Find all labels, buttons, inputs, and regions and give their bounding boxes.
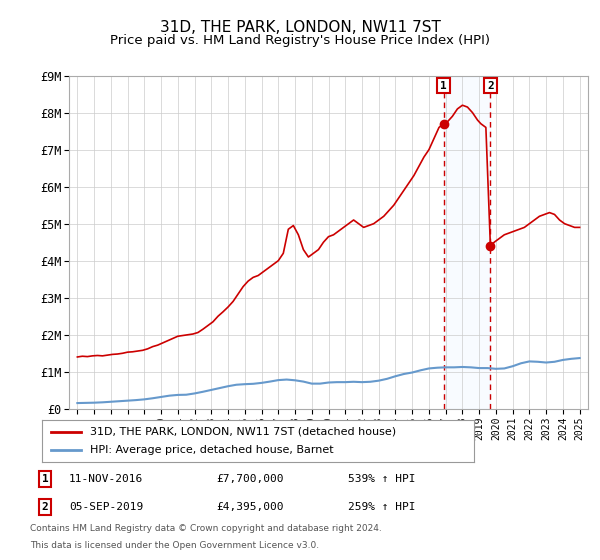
Text: £7,700,000: £7,700,000 [216, 474, 284, 484]
Bar [443, 76, 490, 409]
Text: Contains HM Land Registry data © Crown copyright and database right 2024.: Contains HM Land Registry data © Crown c… [30, 524, 382, 533]
Text: 1: 1 [41, 474, 49, 484]
Text: 539% ↑ HPI: 539% ↑ HPI [348, 474, 415, 484]
Text: 11-NOV-2016: 11-NOV-2016 [69, 474, 143, 484]
Text: 1: 1 [440, 81, 447, 91]
Text: 31D, THE PARK, LONDON, NW11 7ST (detached house): 31D, THE PARK, LONDON, NW11 7ST (detache… [89, 427, 395, 437]
Text: Price paid vs. HM Land Registry's House Price Index (HPI): Price paid vs. HM Land Registry's House … [110, 34, 490, 46]
Text: 05-SEP-2019: 05-SEP-2019 [69, 502, 143, 512]
Text: 31D, THE PARK, LONDON, NW11 7ST: 31D, THE PARK, LONDON, NW11 7ST [160, 20, 440, 35]
Text: £4,395,000: £4,395,000 [216, 502, 284, 512]
Text: 2: 2 [487, 81, 494, 91]
Text: 259% ↑ HPI: 259% ↑ HPI [348, 502, 415, 512]
Text: 2: 2 [41, 502, 49, 512]
Text: This data is licensed under the Open Government Licence v3.0.: This data is licensed under the Open Gov… [30, 541, 319, 550]
Text: HPI: Average price, detached house, Barnet: HPI: Average price, detached house, Barn… [89, 445, 333, 455]
